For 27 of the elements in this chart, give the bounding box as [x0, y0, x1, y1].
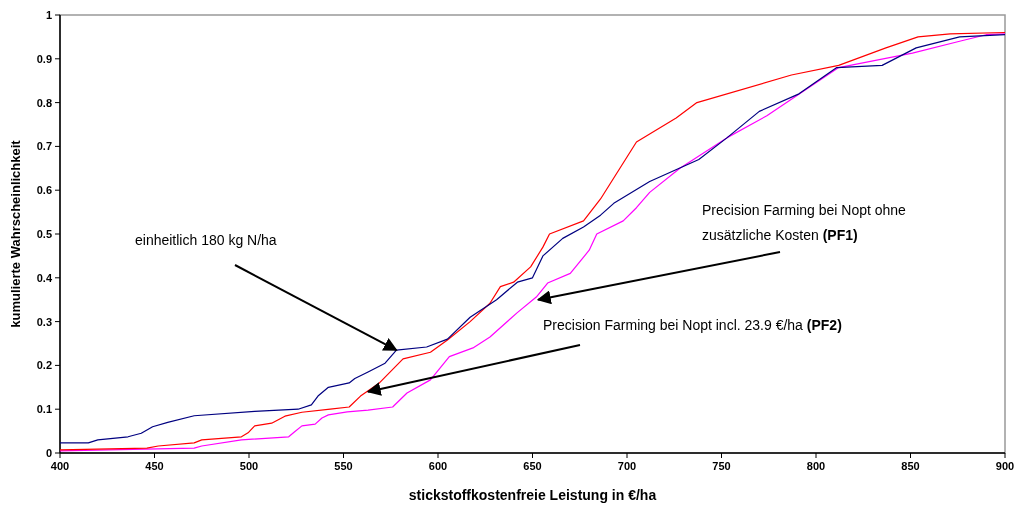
annotation: einheitlich 180 kg N/ha	[135, 232, 277, 248]
y-tick-label: 1	[45, 9, 52, 21]
x-tick-label: 550	[334, 460, 353, 472]
x-tick-label: 800	[806, 460, 826, 472]
x-tick-label: 500	[239, 460, 259, 472]
x-tick-label: 900	[995, 460, 1015, 472]
x-tick-label: 400	[50, 460, 70, 472]
x-tick-label: 850	[901, 460, 920, 472]
y-tick-label: 0	[45, 447, 52, 459]
y-tick-label: 0.8	[36, 96, 52, 109]
y-tick-label: 0.1	[36, 403, 52, 416]
y-tick-label: 0.5	[36, 228, 52, 240]
y-tick-label: 0.6	[36, 184, 52, 197]
x-axis-title: stickstoffkostenfreie Leistung in €/ha	[408, 487, 657, 503]
annotation: Precision Farming bei Nopt ohne zusätzliche Kosten (PF1)	[702, 202, 907, 243]
y-tick-label: 0.3	[36, 315, 52, 328]
y-tick-label: 0.9	[36, 52, 52, 65]
annotation: Precision Farming bei Nopt incl. 23.9 €/ha (PF2)	[543, 317, 842, 333]
y-tick-label: 0.4	[36, 271, 53, 284]
x-tick-label: 450	[145, 460, 164, 472]
y-axis-title: kumulierte Wahrscheinlichkeit	[8, 139, 23, 328]
x-tick-label: 750	[712, 460, 731, 472]
x-tick-label: 600	[428, 460, 448, 472]
y-tick-label: 0.2	[36, 359, 52, 372]
x-tick-label: 650	[523, 460, 542, 472]
x-tick-label: 700	[617, 460, 637, 472]
y-tick-label: 0.7	[36, 140, 52, 153]
